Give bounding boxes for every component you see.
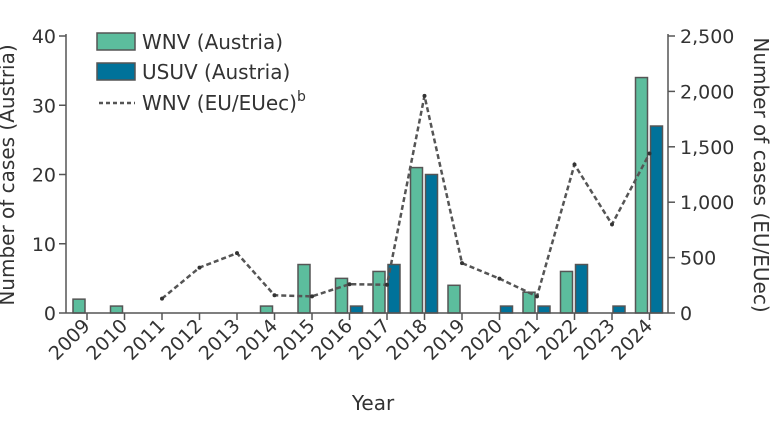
y-tick-label-right: 1,500	[680, 137, 734, 159]
bar-usuv-austria-2016	[349, 305, 364, 314]
bar-wnv-austria-2024	[634, 76, 649, 314]
bar-wnv-austria-2016	[334, 277, 349, 314]
y-tick-label-left: 20	[32, 165, 56, 187]
legend-label-wnv-eu: WNV (EU/EUec)b	[142, 89, 306, 115]
y-axis-title-right: Number of cases (EU/EUec)	[749, 37, 772, 312]
point-wnv-eu-2018	[422, 93, 427, 98]
eu-line-series	[160, 93, 652, 301]
legend-label-wnv-eu-text: WNV (EU/EUec)	[142, 91, 297, 115]
x-tick-label: 2021	[495, 315, 545, 365]
bar-wnv-austria-2019	[447, 284, 461, 314]
x-tick-label: 2024	[607, 315, 657, 365]
bar-wnv-austria-2015	[297, 263, 311, 314]
x-tick-label: 2015	[270, 315, 320, 365]
bar-wnv-austria-2017	[372, 270, 386, 314]
legend-superscript: b	[297, 89, 306, 105]
bar-wnv-austria-2021	[522, 291, 536, 314]
legend-label-wnv-austria: WNV (Austria)	[142, 30, 283, 54]
x-tick-label: 2010	[82, 315, 132, 365]
point-wnv-eu-2017	[385, 282, 389, 287]
x-tick-label: 2018	[382, 315, 432, 365]
x-tick-label: 2013	[195, 315, 245, 365]
bar-wnv-austria-2014	[259, 305, 274, 314]
point-wnv-eu-2012	[197, 265, 202, 270]
y-tick-label-left: 0	[44, 303, 56, 325]
bar-wnv-austria-2010	[109, 305, 124, 314]
legend-swatch-usuv-austria	[96, 62, 136, 81]
bar-wnv-austria-2018	[409, 166, 424, 314]
point-wnv-eu-2015	[310, 294, 314, 299]
x-tick-label: 2020	[457, 315, 507, 365]
point-wnv-eu-2019	[460, 261, 464, 266]
line-wnv-eu	[161, 95, 651, 300]
bar-usuv-austria-2022	[574, 263, 589, 314]
bar-usuv-austria-2018	[424, 173, 439, 314]
bar-usuv-austria-2020	[499, 305, 514, 314]
x-tick-label: 2019	[420, 315, 470, 365]
legend-swatch-wnv-austria	[96, 32, 136, 51]
bar-usuv-austria-2024	[649, 125, 664, 314]
bar-usuv-austria-2023	[612, 305, 626, 314]
legend-label-usuv-austria: USUV (Austria)	[142, 60, 290, 84]
point-wnv-eu-2013	[235, 251, 239, 256]
y-axis-title-left: Number of cases (Austria)	[0, 44, 19, 305]
x-tick-label: 2022	[532, 315, 582, 365]
axes: 01020304005001,0001,5002,0002,5002009201…	[32, 26, 735, 365]
x-tick-label: 2011	[120, 315, 170, 365]
bar-wnv-austria-2009	[72, 298, 86, 314]
y-tick-label-left: 40	[32, 26, 56, 48]
point-wnv-eu-2016	[347, 282, 352, 287]
x-axis-title: Year	[351, 391, 395, 415]
y-tick-label-right: 500	[680, 248, 716, 270]
bar-wnv-austria-2022	[559, 270, 574, 314]
y-tick-label-right: 1,000	[680, 192, 734, 214]
point-wnv-eu-2023	[610, 222, 614, 227]
point-wnv-eu-2022	[572, 162, 577, 167]
x-tick-label: 2016	[307, 315, 357, 365]
y-tick-label-left: 30	[32, 95, 56, 117]
point-wnv-eu-2021	[535, 294, 539, 299]
x-tick-label: 2012	[157, 315, 207, 365]
point-wnv-eu-2014	[272, 293, 277, 298]
point-wnv-eu-2011	[160, 296, 164, 301]
point-wnv-eu-2024	[647, 151, 652, 156]
legend: WNV (Austria) USUV (Austria) WNV (EU/EUe…	[96, 30, 306, 115]
x-tick-label: 2023	[570, 315, 620, 365]
x-tick-label: 2017	[345, 315, 395, 365]
y-tick-label-right: 2,000	[680, 81, 734, 103]
y-tick-label-right: 0	[680, 303, 692, 325]
x-tick-label: 2014	[232, 315, 282, 365]
y-tick-label-right: 2,500	[680, 26, 734, 48]
bar-usuv-austria-2021	[537, 305, 551, 314]
y-tick-label-left: 10	[32, 234, 56, 256]
point-wnv-eu-2020	[497, 276, 502, 281]
